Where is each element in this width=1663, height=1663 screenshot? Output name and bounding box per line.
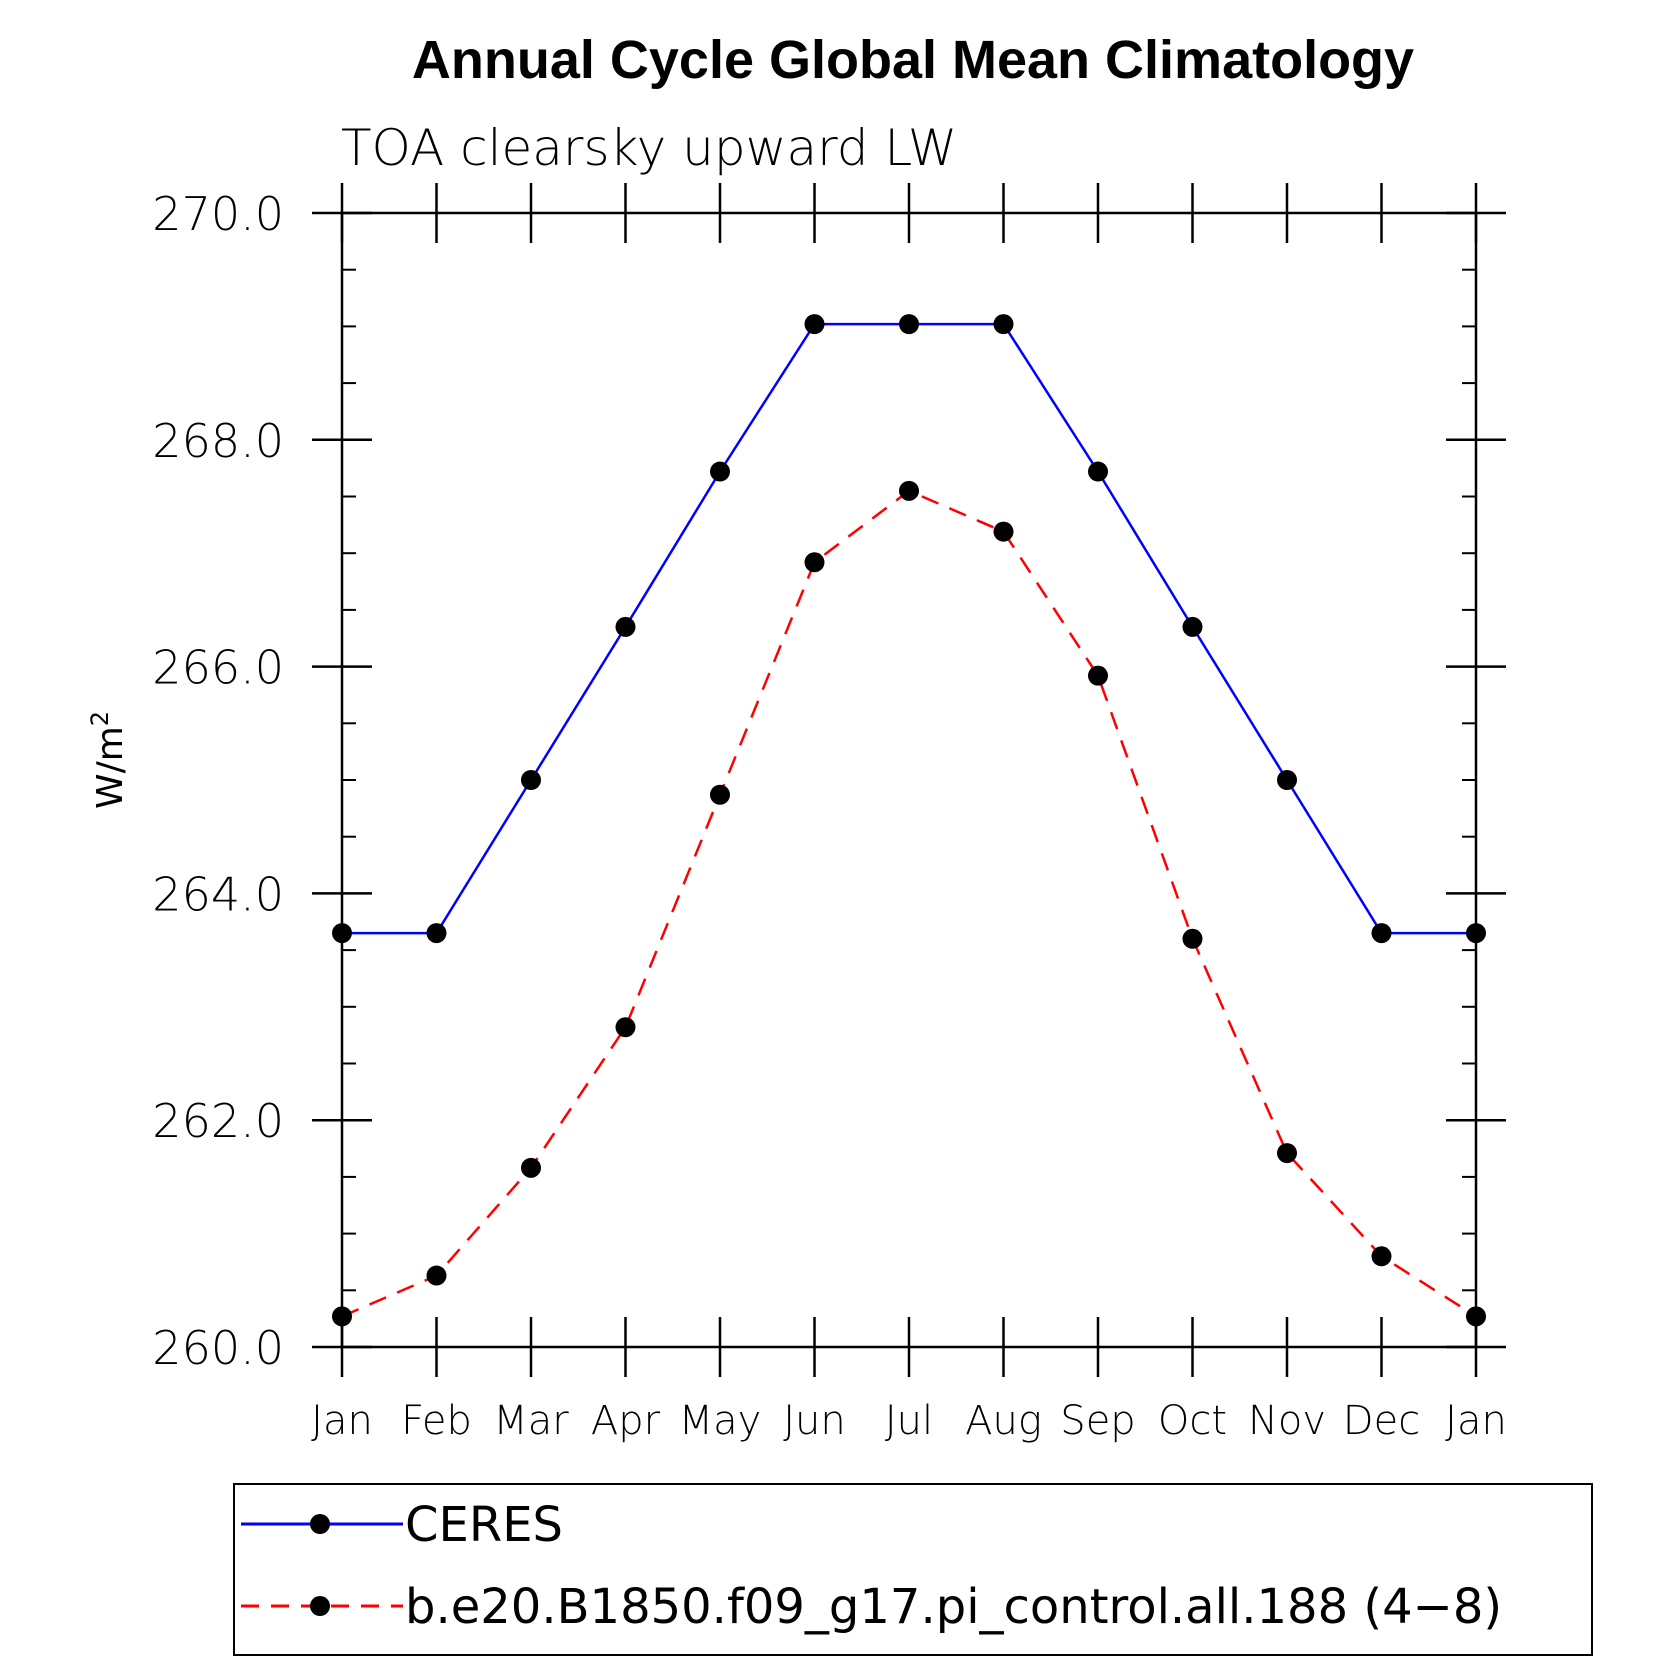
data-point-model [993, 521, 1014, 542]
x-tick-label: Nov [1248, 1398, 1326, 1444]
x-tick-label: Sep [1060, 1398, 1135, 1444]
y-axis-label: W/m2 [86, 711, 131, 809]
chart-subtitle: TOA clearsky upward LW [341, 119, 957, 177]
data-point-model [1182, 928, 1203, 949]
legend-box [233, 1483, 1593, 1656]
data-point-model [426, 1265, 447, 1286]
y-tick-label: 268.0 [152, 414, 284, 468]
data-point-model [710, 784, 730, 805]
plot-frame [340, 211, 1478, 1349]
data-point-ceres [1466, 923, 1486, 944]
data-point-ceres [1182, 616, 1203, 637]
data-point-ceres [710, 461, 730, 482]
data-point-model [804, 552, 825, 573]
data-point-model [1088, 665, 1108, 686]
legend-label-model: b.e20.B1850.f09_g17.pi_control.all.188 (… [405, 1579, 1502, 1635]
y-axis-label-base: W/m [90, 726, 131, 809]
data-point-model [899, 480, 919, 501]
legend-marker-model [310, 1596, 330, 1616]
data-point-model [521, 1157, 541, 1178]
x-tick-label: Jun [783, 1398, 846, 1444]
plot-area: 260.0 262.0 264.0 266.0 268.0 270.0 Jan Feb Mar A… [152, 183, 1507, 1444]
data-point-ceres [899, 314, 919, 335]
x-tick-label: Jan [311, 1398, 373, 1444]
data-point-model [332, 1306, 352, 1327]
y-tick-label: 266.0 [152, 641, 284, 695]
legend-marker-ceres [310, 1514, 330, 1534]
x-tick-label: Jul [885, 1398, 933, 1444]
x-tick-label: Dec [1343, 1398, 1420, 1444]
x-tick-label: Mar [493, 1398, 569, 1444]
data-point-ceres [1371, 923, 1392, 944]
data-point-ceres [804, 314, 825, 335]
data-point-ceres [426, 923, 447, 944]
y-axis-label-sup: 2 [86, 711, 114, 726]
legend-label-ceres: CERES [405, 1497, 563, 1553]
data-point-model [1277, 1143, 1297, 1164]
x-tick-label: Apr [591, 1398, 661, 1444]
x-tick-label: Jan [1445, 1398, 1507, 1444]
chart-title: Annual Cycle Global Mean Climatology [412, 30, 1414, 90]
x-tick-label: Feb [401, 1398, 472, 1444]
data-point-model [615, 1017, 636, 1038]
series-line-ceres [342, 322, 1476, 935]
x-tick-label: Oct [1158, 1398, 1227, 1444]
legend: CERES b.e20.B1850.f09_g17.pi_control.all… [233, 1483, 1593, 1656]
data-point-ceres [993, 314, 1014, 335]
data-point-ceres [521, 770, 541, 790]
y-tick-label: 264.0 [152, 867, 284, 921]
data-point-ceres [1088, 461, 1108, 482]
data-point-ceres [615, 616, 636, 637]
x-tick-label: May [679, 1398, 762, 1444]
x-tick-label: Aug [965, 1398, 1042, 1444]
data-point-ceres [1277, 770, 1297, 790]
data-point-model [1371, 1246, 1392, 1267]
data-point-model [1466, 1306, 1486, 1327]
y-tick-label: 270.0 [152, 187, 284, 241]
data-point-ceres [332, 923, 352, 944]
y-tick-label: 260.0 [152, 1321, 284, 1375]
y-tick-label: 262.0 [152, 1094, 284, 1148]
series-line-model [341, 489, 1477, 1318]
